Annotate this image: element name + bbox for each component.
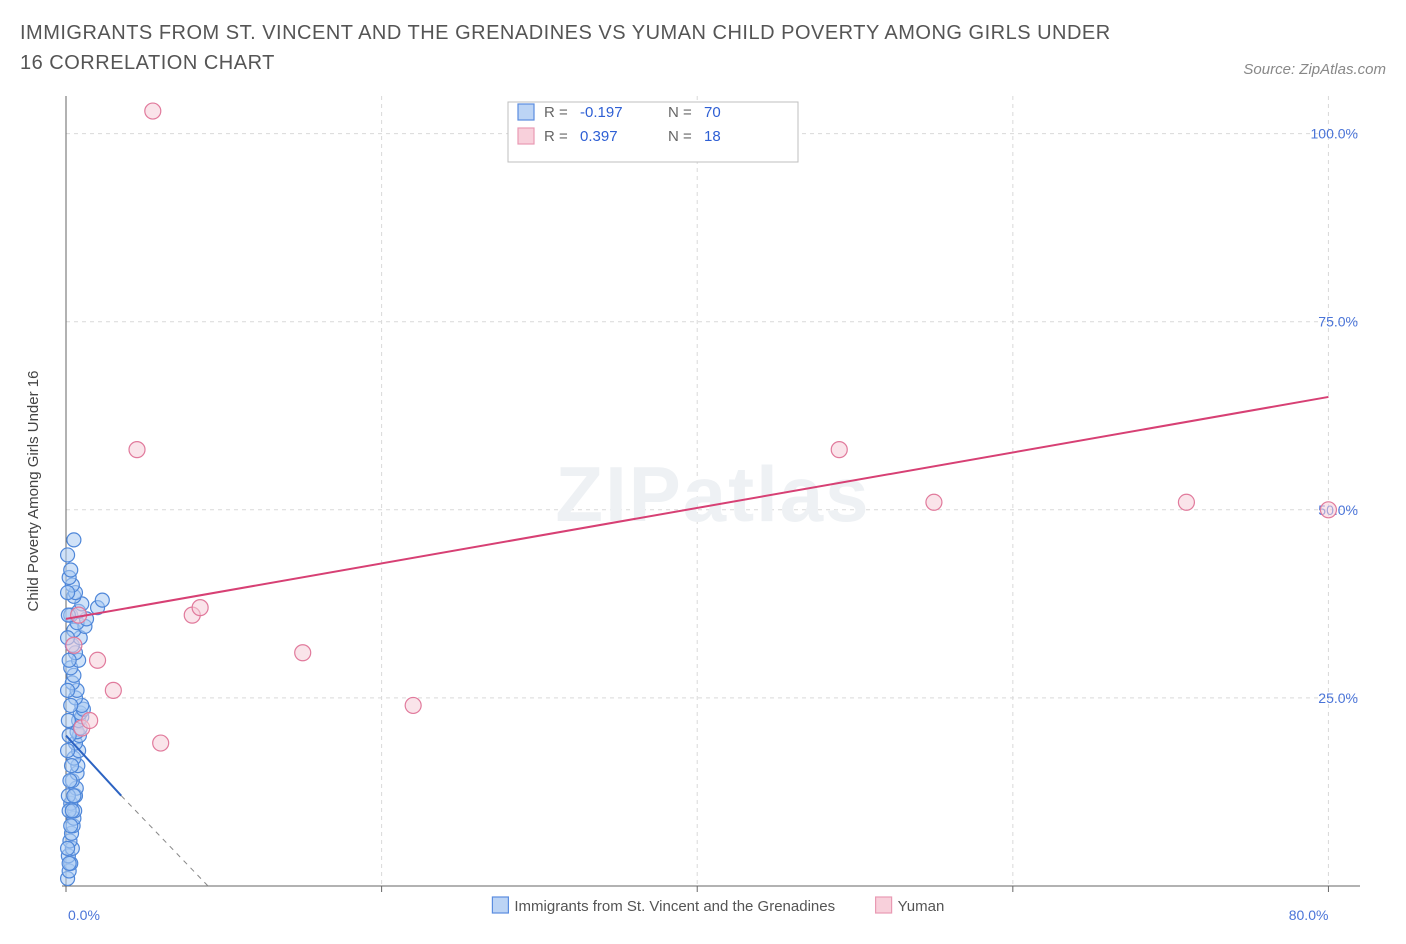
data-point [61, 841, 75, 855]
chart-container: ZIPatlas0.0%80.0%25.0%50.0%75.0%100.0%Ch… [20, 96, 1386, 926]
trend-line-ext [121, 796, 208, 886]
data-point [1320, 502, 1336, 518]
data-point [61, 744, 75, 758]
data-point [295, 645, 311, 661]
legend-swatch [518, 104, 534, 120]
data-point [61, 548, 75, 562]
data-point [90, 652, 106, 668]
data-point [64, 563, 78, 577]
data-point [153, 735, 169, 751]
legend-label: Immigrants from St. Vincent and the Gren… [514, 898, 835, 915]
data-point [145, 103, 161, 119]
source-credit: Source: ZipAtlas.com [1243, 61, 1386, 78]
data-point [82, 712, 98, 728]
x-tick-label: 0.0% [68, 907, 100, 923]
data-point [64, 819, 78, 833]
data-point [67, 533, 81, 547]
data-point [64, 698, 78, 712]
data-point [95, 593, 109, 607]
data-point [129, 442, 145, 458]
y-axis-label: Child Poverty Among Girls Under 16 [25, 371, 42, 612]
legend-swatch [518, 128, 534, 144]
data-point [926, 494, 942, 510]
data-point [1178, 494, 1194, 510]
data-point [67, 789, 81, 803]
legend-r-value: -0.197 [580, 104, 623, 121]
data-point [192, 600, 208, 616]
legend-n-value: 70 [704, 104, 721, 121]
x-tick-label: 80.0% [1289, 907, 1329, 923]
data-point [105, 682, 121, 698]
data-point [405, 697, 421, 713]
data-point [61, 683, 75, 697]
legend-n-value: 18 [704, 128, 721, 145]
data-point [65, 759, 79, 773]
y-tick-label: 100.0% [1311, 126, 1358, 142]
y-tick-label: 75.0% [1318, 314, 1358, 330]
data-point [62, 856, 76, 870]
data-point [65, 804, 79, 818]
data-point [61, 586, 75, 600]
legend-swatch [876, 897, 892, 913]
y-tick-label: 25.0% [1318, 690, 1358, 706]
legend-r-label: R = [544, 128, 568, 145]
legend-n-label: N = [668, 128, 692, 145]
legend-n-label: N = [668, 104, 692, 121]
data-point [831, 442, 847, 458]
data-point [61, 713, 75, 727]
scatter-chart: ZIPatlas0.0%80.0%25.0%50.0%75.0%100.0%Ch… [20, 96, 1386, 926]
legend-swatch [492, 897, 508, 913]
data-point [62, 653, 76, 667]
legend-r-value: 0.397 [580, 128, 618, 145]
data-point [63, 774, 77, 788]
legend-r-label: R = [544, 104, 568, 121]
legend-label: Yuman [898, 898, 945, 915]
data-point [66, 637, 82, 653]
chart-title: IMMIGRANTS FROM ST. VINCENT AND THE GREN… [20, 18, 1120, 78]
